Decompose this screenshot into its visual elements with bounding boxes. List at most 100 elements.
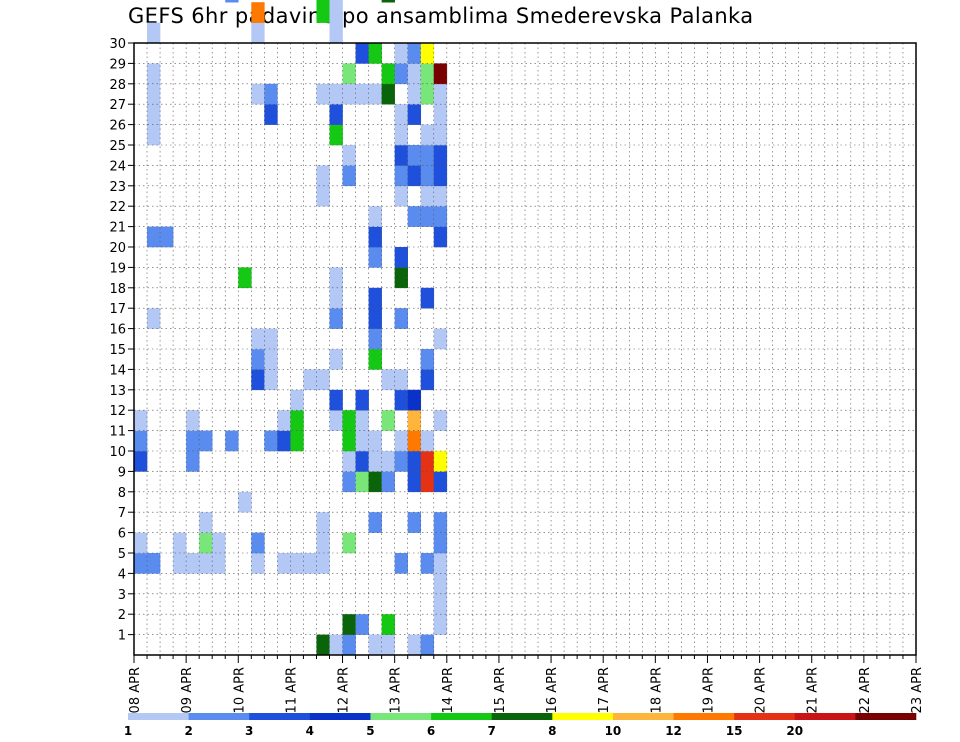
heatmap-cell bbox=[329, 83, 343, 105]
heatmap-cell bbox=[394, 104, 408, 125]
x-tick-label: 15 APR bbox=[493, 667, 508, 713]
heatmap-cell bbox=[199, 553, 213, 574]
heatmap-cell bbox=[199, 512, 213, 533]
x-tick-label: 13 APR bbox=[389, 667, 404, 713]
heatmap-cell bbox=[160, 226, 174, 248]
y-tick-label: 6 bbox=[118, 527, 126, 542]
y-tick-label: 30 bbox=[109, 37, 126, 52]
heatmap-cell bbox=[342, 63, 356, 85]
heatmap-cell bbox=[134, 532, 148, 554]
heatmap-cell bbox=[407, 410, 422, 431]
heatmap-cell bbox=[173, 553, 187, 574]
heatmap-cell bbox=[329, 22, 343, 44]
y-tick-label: 2 bbox=[118, 608, 126, 623]
y-axis: 1234567891011121314151617181920212223242… bbox=[109, 37, 134, 644]
colorbar-swatch bbox=[128, 713, 189, 720]
x-tick-label: 18 APR bbox=[649, 667, 664, 713]
heatmap-cell bbox=[147, 308, 161, 329]
heatmap-cell bbox=[368, 328, 382, 350]
heatmap-cell bbox=[316, 532, 330, 554]
y-tick-label: 17 bbox=[109, 302, 126, 317]
heatmap-cell bbox=[433, 226, 448, 248]
colorbar-label: 7 bbox=[488, 724, 496, 738]
heatmap-cell bbox=[368, 451, 382, 472]
x-tick-label: 22 APR bbox=[858, 667, 873, 713]
heatmap-cell bbox=[212, 553, 226, 574]
x-tick-label: 20 APR bbox=[754, 667, 769, 713]
heatmap-cell bbox=[355, 43, 369, 64]
heatmap-cell bbox=[368, 83, 382, 105]
heatmap-cell bbox=[407, 471, 422, 493]
heatmap-cell bbox=[251, 369, 265, 391]
heatmap-cell bbox=[316, 512, 330, 533]
heatmap-cell bbox=[329, 2, 343, 23]
heatmap-cell bbox=[433, 63, 448, 85]
y-tick-label: 13 bbox=[109, 384, 126, 399]
x-tick-label: 09 APR bbox=[180, 667, 195, 713]
heatmap-cell bbox=[329, 124, 343, 146]
colorbar-swatch bbox=[673, 713, 735, 720]
heatmap-cell bbox=[303, 553, 317, 574]
x-axis: 08 APR 09 APR 10 APR 11 APR 12 APR 13 APR 14 A… bbox=[128, 655, 925, 713]
colorbar-swatch bbox=[794, 713, 856, 720]
y-tick-label: 24 bbox=[109, 159, 126, 174]
heatmap-cell bbox=[407, 451, 422, 472]
heatmap-cell bbox=[186, 451, 200, 472]
y-tick-label: 21 bbox=[109, 221, 126, 236]
heatmap-cell bbox=[329, 349, 343, 370]
heatmap-cell bbox=[342, 614, 356, 635]
heatmap-cell bbox=[186, 553, 200, 574]
heatmap-cell bbox=[407, 389, 422, 411]
y-tick-label: 10 bbox=[109, 445, 126, 460]
heatmap-cell bbox=[420, 369, 435, 391]
heatmap-cell bbox=[342, 471, 356, 493]
heatmap-cell bbox=[433, 471, 448, 493]
colorbar-label: 4 bbox=[306, 724, 314, 738]
heatmap-cell bbox=[433, 145, 448, 166]
y-tick-label: 26 bbox=[109, 119, 126, 134]
heatmap-cell bbox=[433, 206, 448, 227]
heatmap-cell bbox=[381, 369, 395, 391]
heatmap-cell bbox=[394, 267, 408, 289]
x-tick-label: 16 APR bbox=[545, 667, 560, 713]
heatmap-cell bbox=[433, 83, 448, 105]
heatmap-cell bbox=[173, 532, 187, 554]
x-tick-label: 10 APR bbox=[232, 667, 247, 713]
heatmap-cell bbox=[420, 165, 435, 187]
heatmap-cell bbox=[134, 451, 148, 472]
heatmap-cell bbox=[290, 553, 304, 574]
heatmap-cell bbox=[420, 451, 435, 472]
heatmap-cell bbox=[407, 634, 422, 656]
x-tick-label: 12 APR bbox=[337, 667, 352, 713]
heatmap-cell bbox=[329, 308, 343, 329]
heatmap-cell bbox=[407, 165, 422, 187]
colorbar-swatch bbox=[491, 713, 553, 720]
heatmap-cell bbox=[186, 410, 200, 431]
heatmap-cell bbox=[355, 614, 369, 635]
heatmap-cell bbox=[342, 430, 356, 452]
heatmap-cell bbox=[355, 451, 369, 472]
heatmap-cell bbox=[368, 308, 382, 329]
heatmap-cell bbox=[433, 614, 448, 635]
heatmap-cell bbox=[186, 430, 200, 452]
heatmap-cell bbox=[251, 2, 265, 23]
x-tick-label: 08 APR bbox=[128, 667, 143, 713]
colorbar-label: 3 bbox=[245, 724, 253, 738]
y-tick-label: 7 bbox=[118, 506, 126, 521]
colorbar-label: 5 bbox=[366, 724, 374, 738]
heatmap-cell bbox=[290, 410, 304, 431]
heatmap-cell bbox=[342, 165, 356, 187]
heatmap-cell bbox=[342, 83, 356, 105]
heatmap-cell bbox=[147, 226, 161, 248]
heatmap-cell bbox=[329, 0, 343, 3]
colorbar-swatch bbox=[309, 713, 371, 720]
heatmap-cell bbox=[355, 389, 369, 411]
heatmap-cell bbox=[355, 471, 369, 493]
colorbar-swatch bbox=[188, 713, 250, 720]
heatmap-cell bbox=[368, 206, 382, 227]
heatmap-cell bbox=[368, 43, 382, 64]
x-tick-label: 14 APR bbox=[441, 667, 456, 713]
heatmap-cell bbox=[433, 512, 448, 533]
heatmap-cell bbox=[342, 634, 356, 656]
